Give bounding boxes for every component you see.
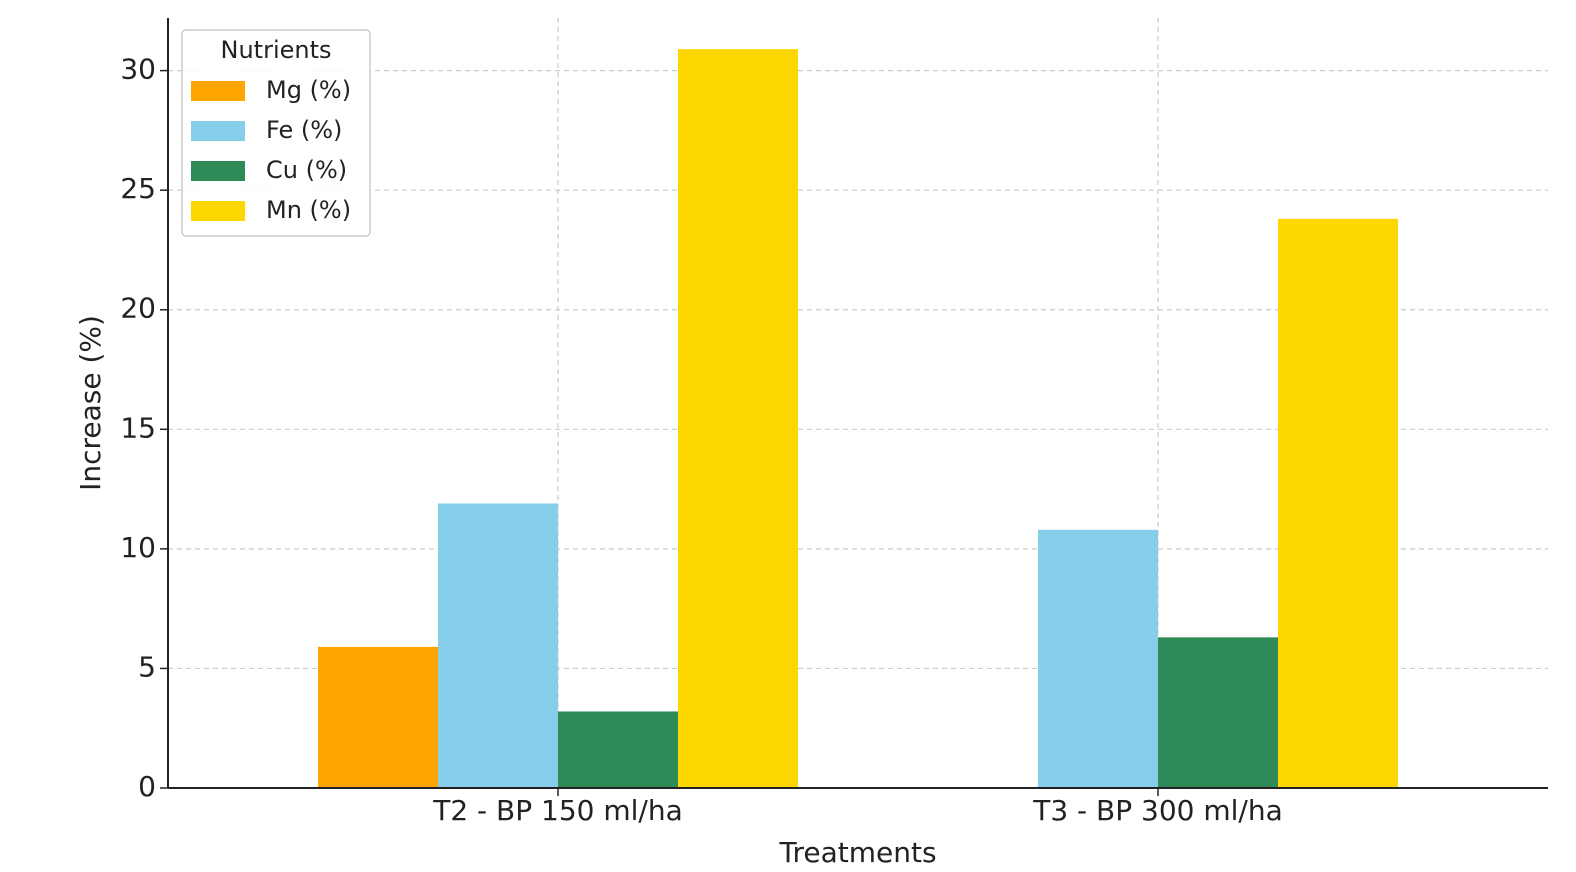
legend-swatch xyxy=(191,81,245,101)
legend-swatch xyxy=(191,201,245,221)
y-tick-label: 5 xyxy=(138,650,156,683)
bar xyxy=(678,49,798,788)
legend-items: Mg (%) Fe (%) Cu (%) Mn (%) xyxy=(191,76,351,224)
x-tick-label: T2 - BP 150 ml/ha xyxy=(432,794,683,827)
bar xyxy=(1038,529,1158,788)
bar xyxy=(1278,218,1398,788)
y-ticks: 0 5 10 15 20 25 30 xyxy=(120,53,168,803)
bar xyxy=(438,503,558,788)
x-ticks: T2 - BP 150 ml/ha T3 - BP 300 ml/ha xyxy=(432,788,1283,827)
y-tick-label: 20 xyxy=(120,292,156,325)
bar xyxy=(1158,637,1278,788)
legend-label: Mg (%) xyxy=(266,76,351,104)
legend-label: Fe (%) xyxy=(266,116,342,144)
legend-swatch xyxy=(191,121,245,141)
legend-label: Mn (%) xyxy=(266,196,351,224)
y-tick-label: 30 xyxy=(120,53,156,86)
legend-label: Cu (%) xyxy=(266,156,347,184)
bars xyxy=(318,49,1398,788)
y-tick-label: 15 xyxy=(120,411,156,444)
axes xyxy=(167,18,1548,789)
bar xyxy=(558,711,678,788)
x-tick-label: T3 - BP 300 ml/ha xyxy=(1032,794,1283,827)
legend-title: Nutrients xyxy=(221,36,332,64)
bar xyxy=(318,646,438,788)
legend-swatch xyxy=(191,161,245,181)
legend: Nutrients Mg (%) Fe (%) Cu (%) Mn (%) xyxy=(181,29,371,237)
x-axis-label: Treatments xyxy=(778,836,936,869)
y-axis-label: Increase (%) xyxy=(74,315,107,491)
y-tick-label: 10 xyxy=(120,531,156,564)
y-tick-label: 25 xyxy=(120,172,156,205)
y-tick-label: 0 xyxy=(138,770,156,803)
